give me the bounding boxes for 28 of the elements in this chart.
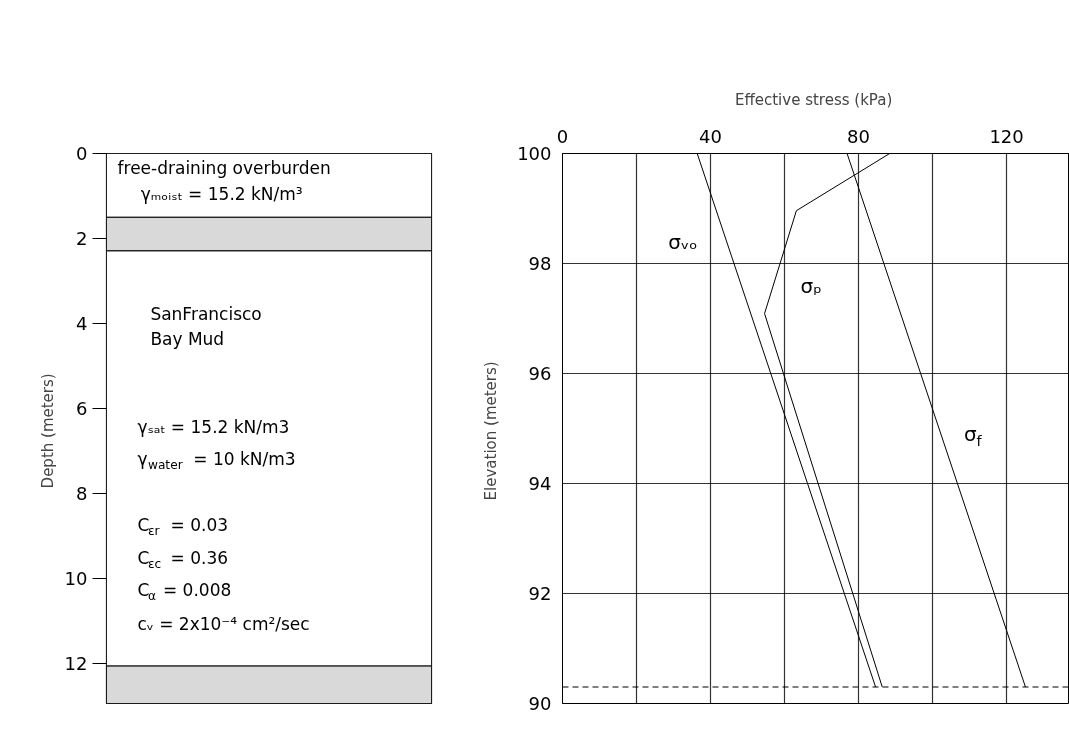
y-tick-label: 96 bbox=[528, 363, 552, 384]
y-tick-label: 6 bbox=[76, 398, 88, 420]
x-tick-label: 120 bbox=[989, 125, 1024, 147]
y-tick-label: 4 bbox=[76, 313, 88, 335]
y-tick-label: 94 bbox=[528, 473, 552, 494]
y-tick-label: 12 bbox=[64, 653, 88, 675]
annotation: σₚ bbox=[800, 273, 822, 298]
annotation: Bay Mud bbox=[150, 328, 225, 349]
annotation: cᵥ = 2x10⁻⁴ cm²/sec bbox=[137, 613, 310, 634]
y-tick-label: 90 bbox=[528, 693, 552, 714]
annotation: γₘₒᵢₛₜ = 15.2 kN/m³ bbox=[140, 184, 303, 205]
y-tick-label: 8 bbox=[76, 483, 88, 505]
y-axis-title: Elevation (meters) bbox=[482, 361, 501, 501]
y-tick-label: 2 bbox=[76, 228, 88, 250]
x-tick-label: 80 bbox=[847, 125, 871, 147]
annotation: SanFrancisco bbox=[150, 304, 262, 325]
annotation: γₛₐₜ = 15.2 kN/m3 bbox=[137, 416, 290, 437]
annotation: free-draining overburden bbox=[117, 157, 331, 178]
y-tick-label: 10 bbox=[64, 568, 88, 590]
x-tick-label: 0 bbox=[556, 125, 569, 147]
y-tick-label: 98 bbox=[528, 253, 552, 274]
y-tick-label: 0 bbox=[76, 143, 88, 164]
x-axis-title: Effective stress (kPa) bbox=[734, 90, 893, 109]
x-tick-label: 40 bbox=[699, 125, 722, 147]
y-tick-label: 92 bbox=[528, 583, 552, 604]
y-tick-label: 100 bbox=[517, 143, 552, 164]
annotation: σᵥₒ bbox=[668, 229, 698, 254]
y-axis-title: Depth (meters) bbox=[38, 373, 57, 489]
